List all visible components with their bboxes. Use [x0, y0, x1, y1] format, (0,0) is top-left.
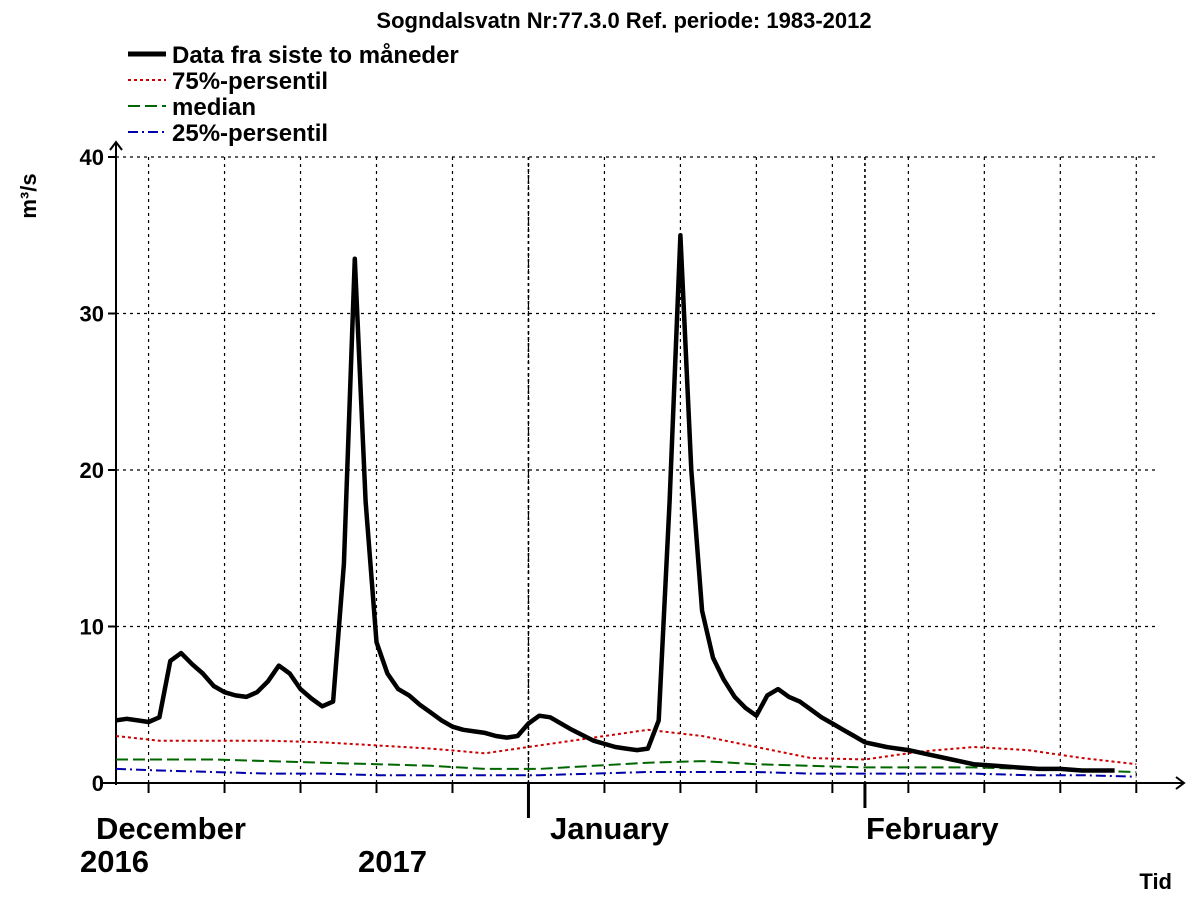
x-axis-label: Tid [1139, 869, 1172, 894]
y-axis-label: m³/s [16, 173, 41, 218]
legend-label-median: median [172, 94, 256, 121]
x-axis-arrow [1175, 776, 1186, 790]
x-year-label: 2016 [80, 844, 149, 879]
legend-label-p25: 25%-persentil [172, 120, 328, 147]
y-tick-label: 40 [80, 145, 104, 170]
legend-item-observed: Data fra siste to måneder [128, 42, 459, 69]
x-month-label: February [866, 811, 999, 846]
y-tick-label: 10 [80, 615, 104, 640]
axes [100, 140, 1186, 818]
x-tick-labels: December January February 2016 2017 [80, 811, 999, 879]
series-line-1 [115, 728, 1137, 766]
series-line-3 [115, 767, 1137, 778]
x-year-label: 2017 [358, 844, 427, 879]
y-tick-label: 30 [80, 302, 104, 327]
legend-item-median: median [128, 94, 256, 121]
legend-item-p25: 25%-persentil [128, 120, 328, 147]
series-line-2 [116, 758, 1137, 773]
chart-title: Sogndalsvatn Nr:77.3.0 Ref. periode: 198… [376, 8, 871, 33]
y-tick-label: 20 [80, 458, 104, 483]
y-axis-arrow [109, 140, 123, 151]
grid [116, 156, 1158, 783]
legend: Data fra siste to måneder 75%-persentil … [128, 42, 459, 147]
legend-label-p75: 75%-persentil [172, 68, 328, 95]
series-line-0 [115, 233, 1115, 773]
series-lines [115, 233, 1137, 778]
legend-item-p75: 75%-persentil [128, 68, 328, 95]
y-tick-label: 0 [92, 771, 104, 796]
legend-label-observed: Data fra siste to måneder [172, 42, 459, 69]
y-ticks: 0 10 20 30 40 [80, 145, 116, 796]
x-month-label: December [96, 811, 246, 846]
x-month-label: January [550, 811, 670, 846]
